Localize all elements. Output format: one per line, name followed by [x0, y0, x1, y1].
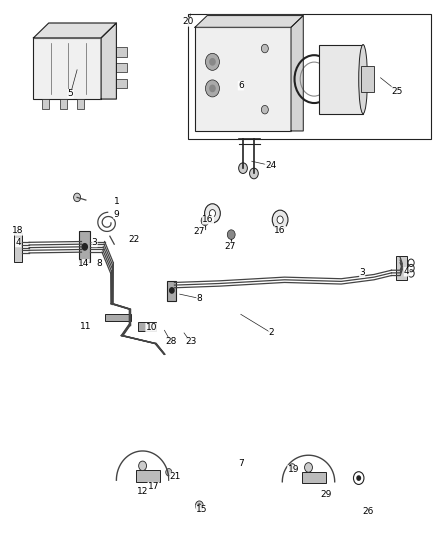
Text: 14: 14 [78, 260, 89, 268]
Bar [105, 314, 131, 321]
Circle shape [166, 469, 172, 476]
Text: 24: 24 [265, 161, 276, 170]
Text: 10: 10 [145, 323, 157, 332]
Bar [117, 79, 127, 88]
Text: 26: 26 [363, 506, 374, 515]
Polygon shape [195, 15, 303, 27]
Bar [79, 231, 90, 262]
Text: 5: 5 [68, 89, 74, 98]
Circle shape [289, 464, 295, 471]
Bar [117, 63, 127, 72]
Circle shape [82, 244, 87, 250]
Bar [42, 99, 49, 109]
Circle shape [239, 163, 247, 173]
Circle shape [74, 193, 81, 201]
Text: 9: 9 [113, 210, 119, 219]
Circle shape [198, 504, 201, 507]
Text: 6: 6 [238, 81, 244, 90]
Bar [33, 38, 101, 99]
Text: 17: 17 [148, 482, 159, 491]
Text: 23: 23 [185, 337, 196, 346]
Text: 4: 4 [15, 238, 21, 247]
Text: 25: 25 [392, 86, 403, 95]
Bar [136, 470, 160, 482]
Bar [396, 256, 407, 280]
Text: 1: 1 [113, 197, 119, 206]
Bar [188, 14, 431, 139]
Circle shape [205, 53, 219, 70]
Bar [319, 45, 363, 114]
Bar [138, 322, 155, 332]
Bar [60, 99, 67, 109]
Circle shape [304, 463, 312, 472]
Circle shape [210, 85, 215, 92]
Circle shape [210, 59, 215, 65]
Text: 22: 22 [128, 236, 139, 245]
Text: 18: 18 [11, 227, 23, 236]
Text: 16: 16 [274, 226, 286, 235]
Circle shape [357, 476, 360, 480]
Text: 19: 19 [287, 465, 299, 474]
Text: 15: 15 [196, 505, 207, 514]
Bar [14, 233, 21, 262]
Text: 3: 3 [92, 238, 97, 247]
Text: 27: 27 [194, 228, 205, 237]
Text: 21: 21 [170, 472, 181, 481]
Circle shape [291, 466, 293, 469]
Circle shape [227, 230, 235, 239]
Bar [117, 47, 127, 56]
Ellipse shape [359, 45, 367, 114]
Circle shape [139, 461, 147, 471]
Text: 4: 4 [404, 268, 410, 276]
Text: 2: 2 [268, 328, 274, 337]
Circle shape [250, 168, 258, 179]
Bar [77, 99, 84, 109]
Circle shape [261, 106, 268, 114]
Text: 28: 28 [165, 337, 177, 346]
Polygon shape [33, 23, 117, 38]
Bar [167, 281, 176, 301]
Circle shape [277, 216, 283, 223]
Bar [361, 66, 374, 92]
Circle shape [201, 216, 209, 225]
Circle shape [261, 44, 268, 53]
Text: 11: 11 [80, 321, 92, 330]
Text: 8: 8 [96, 260, 102, 268]
Circle shape [272, 210, 288, 229]
Text: 12: 12 [137, 487, 148, 496]
Bar [195, 27, 291, 131]
Text: 3: 3 [359, 269, 365, 277]
Text: 8: 8 [197, 294, 202, 303]
Text: 29: 29 [320, 489, 332, 498]
Circle shape [195, 501, 203, 511]
Text: 20: 20 [183, 18, 194, 27]
Bar [302, 472, 326, 483]
Text: 27: 27 [224, 242, 236, 251]
Circle shape [205, 80, 219, 97]
Circle shape [353, 472, 364, 484]
Polygon shape [101, 23, 117, 99]
Text: 7: 7 [238, 459, 244, 467]
Circle shape [170, 288, 174, 293]
Circle shape [209, 209, 215, 217]
Text: 16: 16 [202, 215, 214, 224]
Polygon shape [291, 15, 303, 131]
Circle shape [205, 204, 220, 223]
